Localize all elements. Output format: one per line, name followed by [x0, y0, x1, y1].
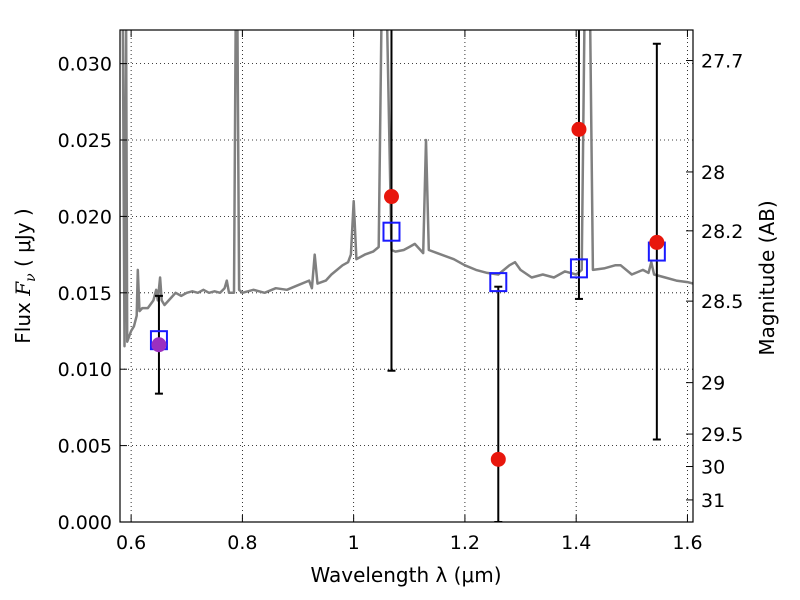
y-axis-label-subscript: ν — [23, 273, 39, 282]
y-tick-label: 0.015 — [58, 283, 112, 305]
right-tick-label: 30 — [701, 457, 725, 479]
observed-point — [649, 234, 665, 250]
x-tick-label: 1.2 — [450, 532, 480, 554]
y-axis-label-symbol: F — [11, 281, 35, 297]
y-axis-label-left: Flux Fν ( μJy ) — [11, 208, 39, 343]
observed-point — [151, 337, 167, 353]
right-ticks: 27.7 28 28.2 28.5 29 29.5 30 31 — [686, 51, 743, 512]
y-tick-label: 0.025 — [58, 130, 112, 152]
right-tick-label: 29 — [701, 373, 725, 395]
right-tick-label: 29.5 — [701, 424, 743, 446]
x-tick-label: 1.4 — [561, 532, 591, 554]
right-tick-label: 27.7 — [701, 51, 743, 73]
x-ticks: 0.6 0.8 1 1.2 1.4 1.6 — [116, 30, 703, 554]
observed-point — [571, 121, 587, 137]
y-tick-label: 0.010 — [58, 359, 112, 381]
x-axis-label: Wavelength λ (μm) — [310, 563, 501, 587]
plot-background — [120, 30, 693, 522]
y-tick-label: 0.020 — [58, 206, 112, 228]
right-tick-label: 28.5 — [701, 291, 743, 313]
model-square-marker — [569, 258, 588, 279]
x-tick-label: 1 — [348, 532, 360, 554]
right-tick-label: 31 — [701, 490, 725, 512]
y-axis-label-suffix: ( μJy ) — [11, 208, 35, 273]
spectrum-layer — [121, 30, 693, 348]
observed-point — [383, 189, 399, 205]
y-tick-label: 0.030 — [58, 54, 112, 76]
y-tick-label: 0.000 — [58, 512, 112, 534]
observed-point — [490, 451, 506, 467]
y-axis-label-prefix: Flux — [11, 296, 35, 344]
points-layer — [151, 121, 665, 467]
y-ticks: 0.000 0.005 0.010 0.015 0.020 0.025 0.030 — [58, 54, 127, 534]
x-tick-label: 1.6 — [672, 532, 702, 554]
spectrum-line — [121, 30, 693, 348]
plot-frame — [119, 29, 694, 523]
y-tick-label: 0.005 — [58, 436, 112, 458]
right-tick-label: 28 — [701, 162, 725, 184]
x-tick-label: 0.6 — [116, 532, 146, 554]
x-tick-label: 0.8 — [227, 532, 257, 554]
model-layer — [149, 221, 666, 351]
model-square-marker — [382, 221, 401, 242]
model-square-marker — [489, 272, 508, 293]
right-tick-label: 28.2 — [701, 221, 743, 243]
y-axis-label-right: Magnitude (AB) — [755, 200, 779, 355]
